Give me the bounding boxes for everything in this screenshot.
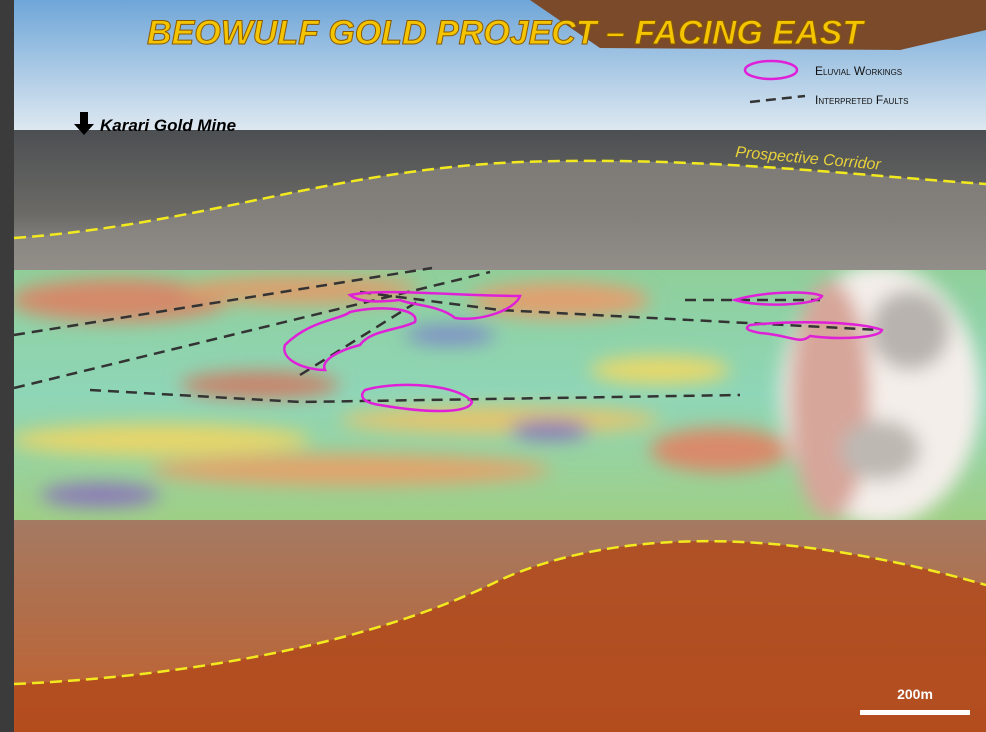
corridor-lines	[13, 159, 986, 686]
mine-label: Karari Gold Mine	[100, 116, 236, 135]
legend-label: Eluvial Workings	[815, 64, 902, 78]
down-arrow	[74, 112, 94, 135]
working-outline	[283, 307, 417, 372]
corridor-boundary	[13, 159, 986, 240]
legend-label: Interpreted Faults	[815, 93, 908, 107]
legend-symbol	[743, 59, 799, 81]
corridor-boundary	[13, 539, 986, 686]
geophysics-overlay	[14, 270, 986, 520]
working-outline	[361, 383, 474, 413]
fault-line	[13, 266, 433, 337]
faults	[13, 266, 881, 404]
scale-label: 200m	[897, 686, 933, 702]
aerial-photo	[14, 0, 986, 732]
scale-bar	[860, 710, 970, 715]
legend: Eluvial Workings Interpreted Faults	[743, 59, 908, 107]
working-outline	[347, 290, 522, 321]
fault-line	[13, 270, 491, 390]
legend-symbol	[749, 94, 806, 104]
slide-title: BEOWULF GOLD PROJECT – FACING EAST	[147, 14, 866, 52]
working-outline	[730, 291, 824, 306]
working-outline	[745, 321, 884, 341]
fault-line	[299, 298, 421, 377]
eluvial-workings	[283, 290, 884, 413]
